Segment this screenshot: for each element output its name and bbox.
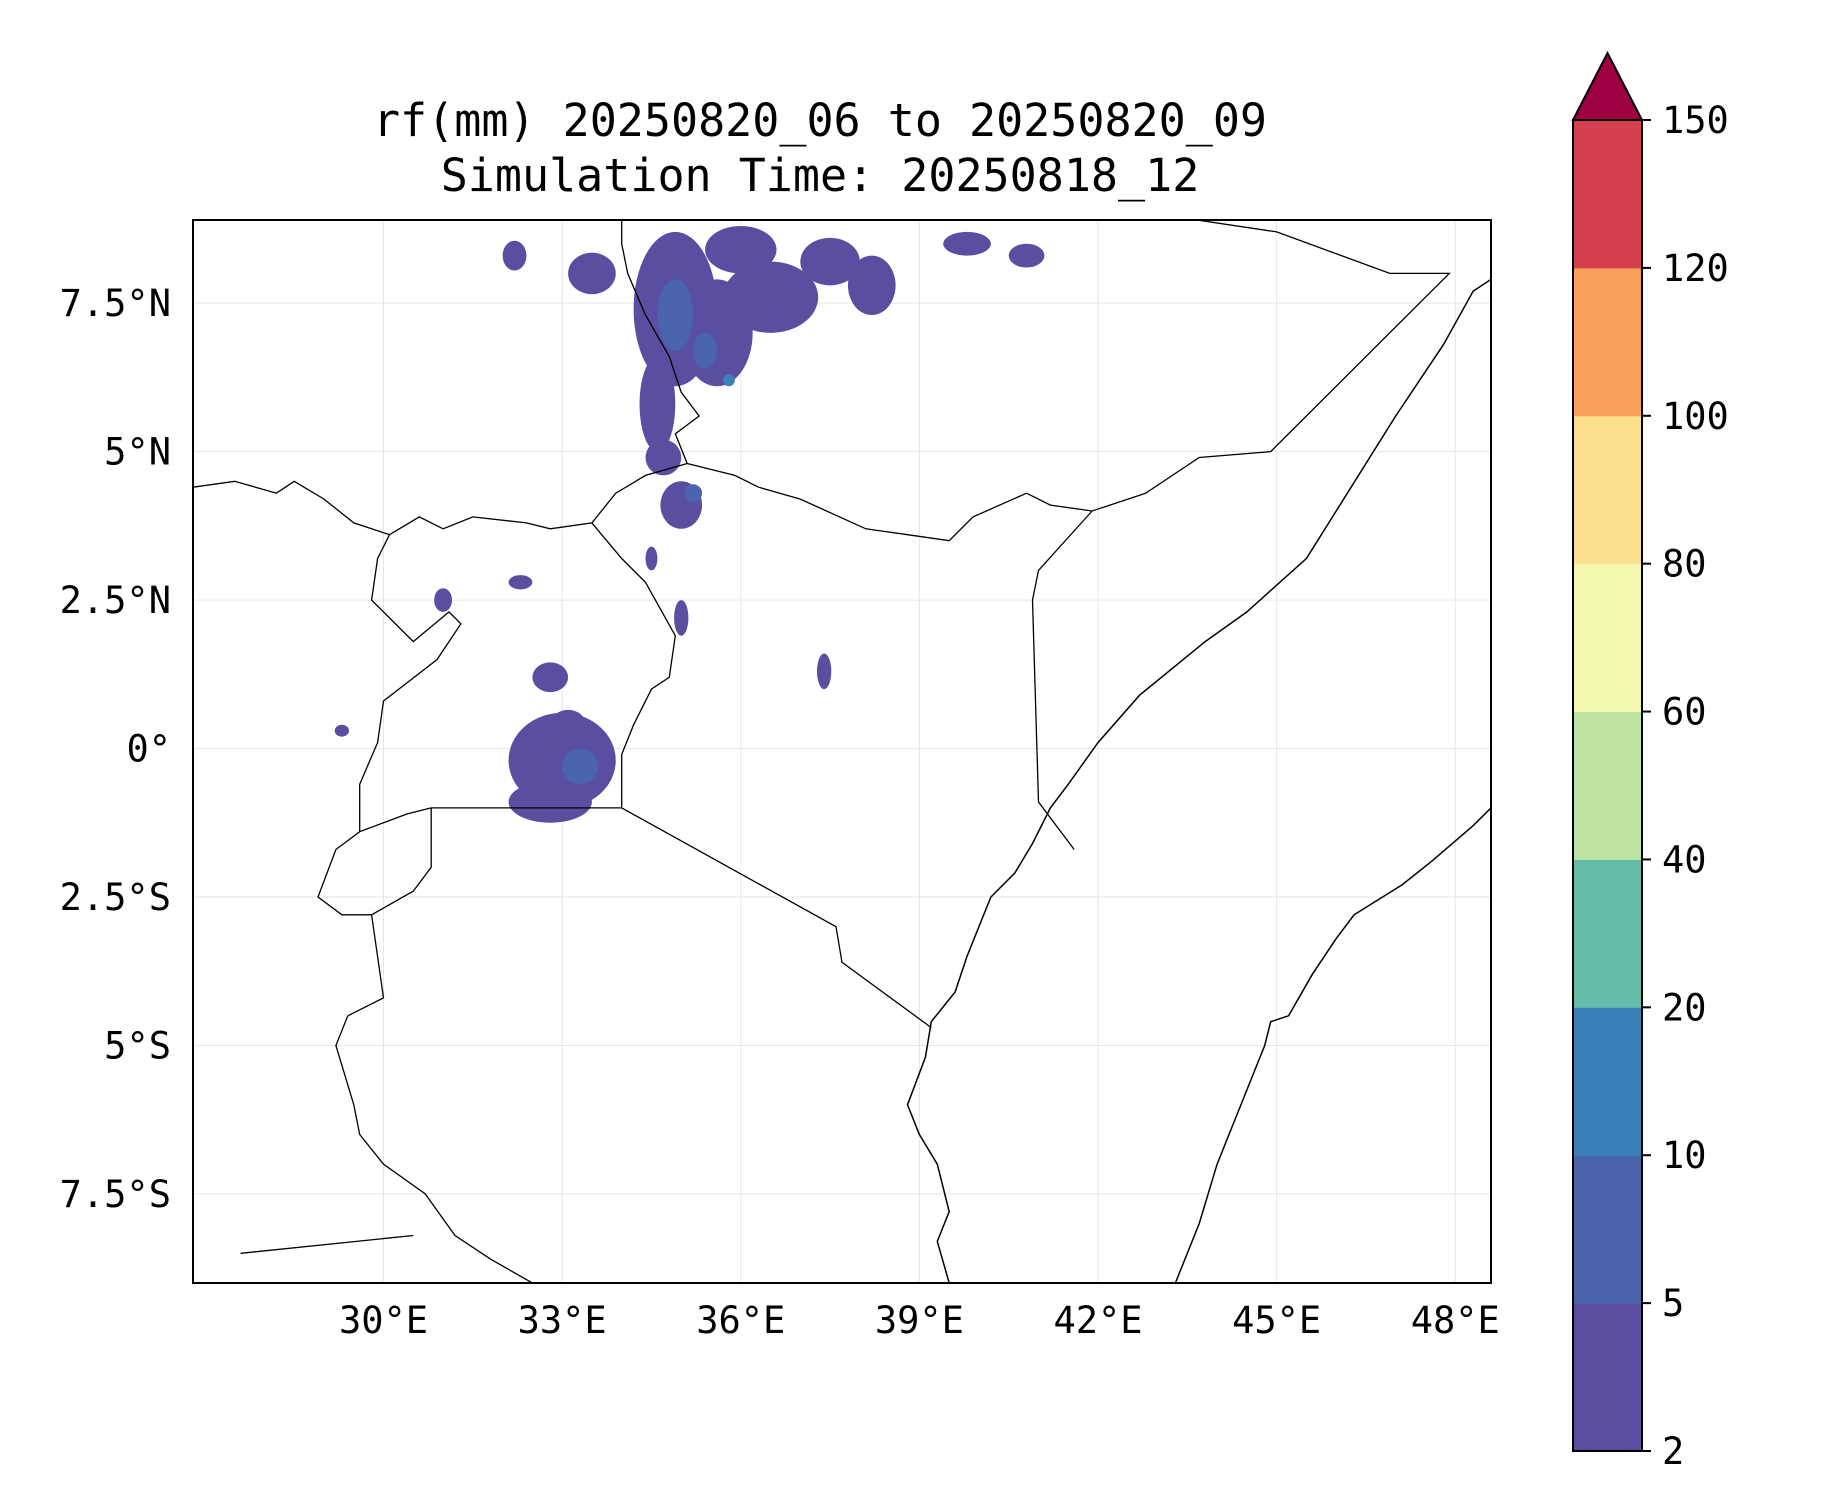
colorbar-tick-label: 100: [1662, 395, 1729, 438]
map-background: [193, 220, 1491, 1283]
lat-tick-label: 0°: [126, 728, 171, 771]
lat-tick-label: 2.5°N: [60, 579, 171, 622]
rainfall-patch: [645, 439, 682, 476]
rainfall-patch: [532, 662, 569, 693]
rainfall-patch: [657, 279, 694, 351]
colorbar: 2 5 10 20 40 60 80 100 120 150: [1571, 50, 1729, 1473]
lon-tick-label: 30°E: [339, 1299, 428, 1342]
colorbar-bin: [1573, 415, 1642, 565]
colorbar-tick-label: 80: [1662, 543, 1707, 586]
rainfall-patch: [674, 600, 689, 636]
rainfall-patch: [562, 748, 598, 785]
lat-tick-label: 5°N: [104, 431, 171, 474]
rainfall-patch: [816, 653, 832, 690]
latitude-ticks: 7.5°N 5°N 2.5°N 0° 2.5°S 5°S 7.5°S: [60, 282, 171, 1216]
colorbar-tick-label: 2: [1662, 1430, 1684, 1473]
lat-tick-label: 7.5°S: [60, 1173, 171, 1216]
colorbar-bin: [1573, 267, 1642, 417]
rainfall-patch: [722, 261, 819, 333]
colorbar-bin: [1573, 120, 1642, 269]
rainfall-patch: [434, 588, 453, 612]
rainfall-patch: [943, 231, 991, 256]
colorbar-bin: [1573, 859, 1642, 1008]
rainfall-patch: [550, 709, 586, 740]
rainfall-field: [334, 225, 1045, 823]
figure-subtitle: Simulation Time: 20250818_12: [441, 149, 1200, 202]
colorbar-bin: [1573, 563, 1642, 713]
lat-tick-label: 7.5°N: [60, 282, 171, 325]
colorbar-bin: [1573, 1303, 1642, 1452]
country-border: [359, 534, 462, 832]
rainfall-patch: [645, 546, 658, 571]
rainfall-patch: [693, 332, 717, 369]
rainfall-patch: [847, 255, 896, 316]
colorbar-tick-label: 120: [1662, 247, 1729, 290]
lat-tick-label: 2.5°S: [60, 876, 171, 919]
colorbar-bin: [1573, 1155, 1642, 1304]
rainfall-patch: [508, 781, 592, 823]
lon-tick-label: 45°E: [1232, 1299, 1321, 1342]
country-border: [193, 462, 688, 536]
coastline: [906, 278, 1491, 1283]
rainfall-patch: [684, 484, 703, 503]
lon-tick-label: 36°E: [696, 1299, 785, 1342]
rainfall-patch: [334, 724, 349, 737]
country-border: [687, 220, 1451, 542]
rainfall-patch: [508, 575, 533, 590]
figure-title: rf(mm) 20250820_06 to 20250820_09: [373, 94, 1267, 147]
colorbar-tick-label: 5: [1662, 1282, 1684, 1325]
rainfall-patch: [705, 225, 777, 274]
gridlines: [193, 220, 1491, 1283]
lon-tick-label: 48°E: [1411, 1299, 1500, 1342]
rainfall-patch: [639, 356, 676, 452]
rainfall-patch: [722, 374, 735, 387]
colorbar-tick-label: 10: [1662, 1134, 1707, 1177]
country-border: [347, 914, 385, 1017]
rainfall-patch: [568, 252, 616, 295]
lat-tick-label: 5°S: [104, 1024, 171, 1067]
country-border: [335, 1015, 533, 1283]
country-border: [240, 1234, 414, 1254]
country-border: [1031, 510, 1093, 850]
colorbar-tick-label: 40: [1662, 838, 1707, 881]
rainfall-patch: [502, 240, 527, 271]
longitude-ticks: 30°E 33°E 36°E 39°E 42°E 45°E 48°E: [339, 1299, 1500, 1342]
colorbar-tick-label: 150: [1662, 99, 1729, 142]
map-panel: 30°E 33°E 36°E 39°E 42°E 45°E 48°E 7.5°N 5°N 2.5…: [60, 219, 1500, 1342]
country-border: [591, 522, 676, 808]
coastline: [1174, 807, 1491, 1283]
lon-tick-label: 39°E: [875, 1299, 964, 1342]
country-border: [317, 807, 432, 916]
coastlines-and-borders: [193, 220, 1491, 1283]
country-border: [621, 220, 701, 464]
colorbar-frame: [1572, 119, 1643, 1452]
colorbar-bin: [1573, 1007, 1642, 1156]
colorbar-tick-label: 60: [1662, 691, 1707, 734]
rainfall-patch: [1008, 243, 1045, 268]
lon-tick-label: 33°E: [518, 1299, 607, 1342]
colorbar-tick-label: 20: [1662, 986, 1707, 1029]
colorbar-extend-arrow: [1571, 50, 1644, 121]
colorbar-bin: [1573, 711, 1642, 860]
map-frame: [192, 219, 1492, 1284]
country-border: [621, 807, 932, 1029]
lon-tick-label: 42°E: [1053, 1299, 1142, 1342]
rainfall-patch: [800, 237, 860, 286]
